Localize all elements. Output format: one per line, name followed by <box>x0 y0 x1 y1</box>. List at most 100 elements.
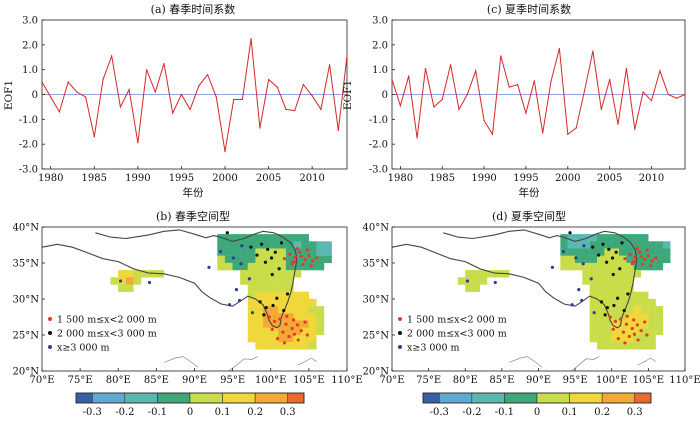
panel-b-station-black <box>263 260 268 264</box>
panel-a-data-point <box>294 110 296 112</box>
panel-d-grid-cell <box>589 298 598 307</box>
panel-d-station-red <box>608 315 612 319</box>
panel-d-station-red <box>630 262 634 266</box>
panel-a-data-point <box>154 91 156 93</box>
panel-a-data-point <box>224 151 226 153</box>
panel-b-station-black <box>282 308 286 313</box>
panel-d-grid-cell <box>633 291 642 300</box>
panel-b-grid-cell <box>270 334 279 343</box>
panel-d-station-red <box>648 264 653 268</box>
panel-b-grid-cell <box>270 234 279 242</box>
panel-c-data-point <box>676 97 678 99</box>
panel-b-grid-cell <box>255 327 264 336</box>
panel-d-grid-cell <box>597 306 605 314</box>
panel-d-grid-cell <box>611 241 620 249</box>
panel-b-station-blue <box>237 298 242 303</box>
panel-d-grid-cell <box>582 262 590 271</box>
panel-a-data-point <box>50 96 52 98</box>
panel-b-station-red <box>301 262 305 267</box>
panel-b-station-red <box>305 248 309 252</box>
panel-b-station-blue <box>234 288 239 292</box>
panel-d-grid-cell <box>560 255 568 264</box>
panel-b-xtick-label: 80°E <box>106 375 131 386</box>
panel-c-data-point <box>500 55 502 57</box>
panel-a-ytick-label: 0 <box>32 90 38 101</box>
panel-d-grid-cell <box>648 306 656 314</box>
panel-d-grid-cell <box>472 270 480 278</box>
colorbar-right-swatch <box>422 392 440 404</box>
panel-d-grid-cell <box>626 277 634 285</box>
panel-d-grid-cell <box>633 234 642 242</box>
panel-b-station-black <box>249 245 253 249</box>
panel-b-station-red <box>276 337 280 341</box>
panel-b-grid-cell <box>285 277 294 285</box>
colorbar-right-tick-label: 0 <box>534 407 540 418</box>
panel-b-grid-cell <box>308 327 317 336</box>
panel-b-station-red <box>292 318 296 322</box>
panel-c-xtick-label: 2010 <box>639 173 664 184</box>
panel-a-ytick-label: 2.0 <box>22 40 38 51</box>
panel-b-grid-cell <box>316 327 325 336</box>
panel-c-title: (c) 夏季时间系数 <box>487 3 571 16</box>
panel-d-grid-cell <box>597 270 605 278</box>
panel-d-grid-cell <box>567 255 576 264</box>
panel-d-station-red <box>632 318 636 322</box>
panel-d-grid-cell <box>604 291 612 300</box>
panel-d-grid-cell <box>626 255 634 264</box>
panel-d-grid-cell <box>567 262 576 271</box>
panel-d-grid-cell <box>597 241 605 249</box>
panel-b-grid-cell <box>278 342 287 350</box>
colorbar-right-swatch <box>569 392 603 404</box>
panel-c-data-point <box>416 137 418 139</box>
panel-b-grid-cell <box>293 291 302 300</box>
panel-b-station-black <box>270 272 274 277</box>
panel-b-station-red <box>314 256 319 260</box>
panel-d-station-black <box>596 253 601 257</box>
panel-b-grid-cell <box>255 262 264 271</box>
panel-d-station-black <box>605 306 609 310</box>
panel-d-station-blue <box>550 265 555 269</box>
panel-d-grid-cell <box>611 234 620 242</box>
panel-d-grid-cell <box>560 241 568 249</box>
panel-b-grid-cell <box>278 248 287 256</box>
panel-b-station-red <box>303 257 307 261</box>
panel-b-grid-cell <box>308 262 317 271</box>
panel-d-grid-cell <box>640 342 649 350</box>
panel-d-grid-cell <box>597 342 605 350</box>
panel-d-station-red <box>639 254 643 259</box>
panel-d-grid-cell <box>626 234 634 242</box>
panel-d-grid-cell <box>618 241 627 249</box>
panel-d-station-blue <box>580 298 584 303</box>
panel-b-grid-cell <box>247 270 256 278</box>
panel-d-grid-cell <box>618 284 627 292</box>
panel-b-grid-cell <box>285 306 294 314</box>
panel-d-grid-cell <box>597 327 605 336</box>
panel-d-grid-cell <box>618 291 627 300</box>
panel-d-grid-cell <box>626 241 634 249</box>
panel-d-grid-cell <box>611 277 620 285</box>
panel-b-grid-cell <box>316 313 325 321</box>
panel-b-station-blue <box>240 244 244 248</box>
panel-a-data-point <box>320 108 322 110</box>
panel-b-grid-cell <box>263 284 271 292</box>
panel-d-grid-cell <box>575 234 583 242</box>
panel-b-xtick-label: 70°E <box>29 375 54 386</box>
panel-d-grid-cell <box>589 313 598 321</box>
panel-b-border-line <box>163 356 199 368</box>
panel-d-station-blue <box>577 288 581 292</box>
panel-b-grid-cell <box>308 298 317 307</box>
panel-d-grid-cell <box>633 241 642 249</box>
panel-b-station-blue <box>118 279 123 283</box>
panel-c-data-point <box>533 80 535 82</box>
panel-d-grid-cell <box>618 320 627 328</box>
panel-b-grid-cell <box>324 241 332 249</box>
panel-d-station-blue <box>582 244 586 248</box>
panel-b-station-red <box>288 252 292 256</box>
panel-d-xtick-label: 105°E <box>633 375 664 386</box>
panel-b-grid-cell <box>263 270 271 278</box>
panel-d-station-black <box>603 313 607 317</box>
panel-d-grid-cell <box>604 313 612 321</box>
panel-d-grid-cell <box>633 313 642 321</box>
panel-d-station-black <box>614 250 618 254</box>
